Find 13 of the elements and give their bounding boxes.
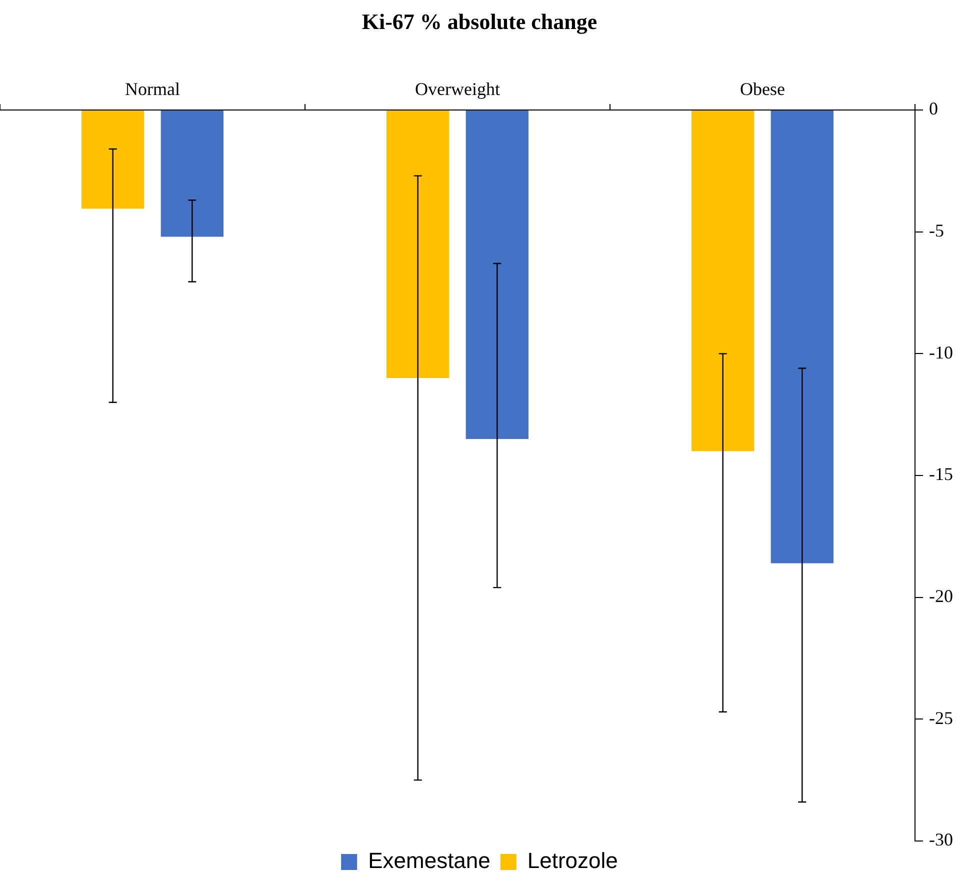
y-tick-label: -25 [929,708,954,728]
y-tick-label: -10 [929,342,954,362]
x-tick-label: Obese [740,78,786,99]
legend-label: Exemestane [368,848,490,874]
x-tick-label: Overweight [415,78,500,99]
x-tick-label: Normal [125,78,180,99]
y-tick-label: -15 [929,464,954,484]
y-tick-label: -30 [929,830,954,850]
legend-label: Letrozole [527,848,618,874]
y-tick-label: -5 [929,220,944,241]
chart-title: Ki-67 % absolute change [362,8,598,34]
y-tick-label: 0 [929,98,938,119]
y-tick-label: -20 [929,586,954,606]
